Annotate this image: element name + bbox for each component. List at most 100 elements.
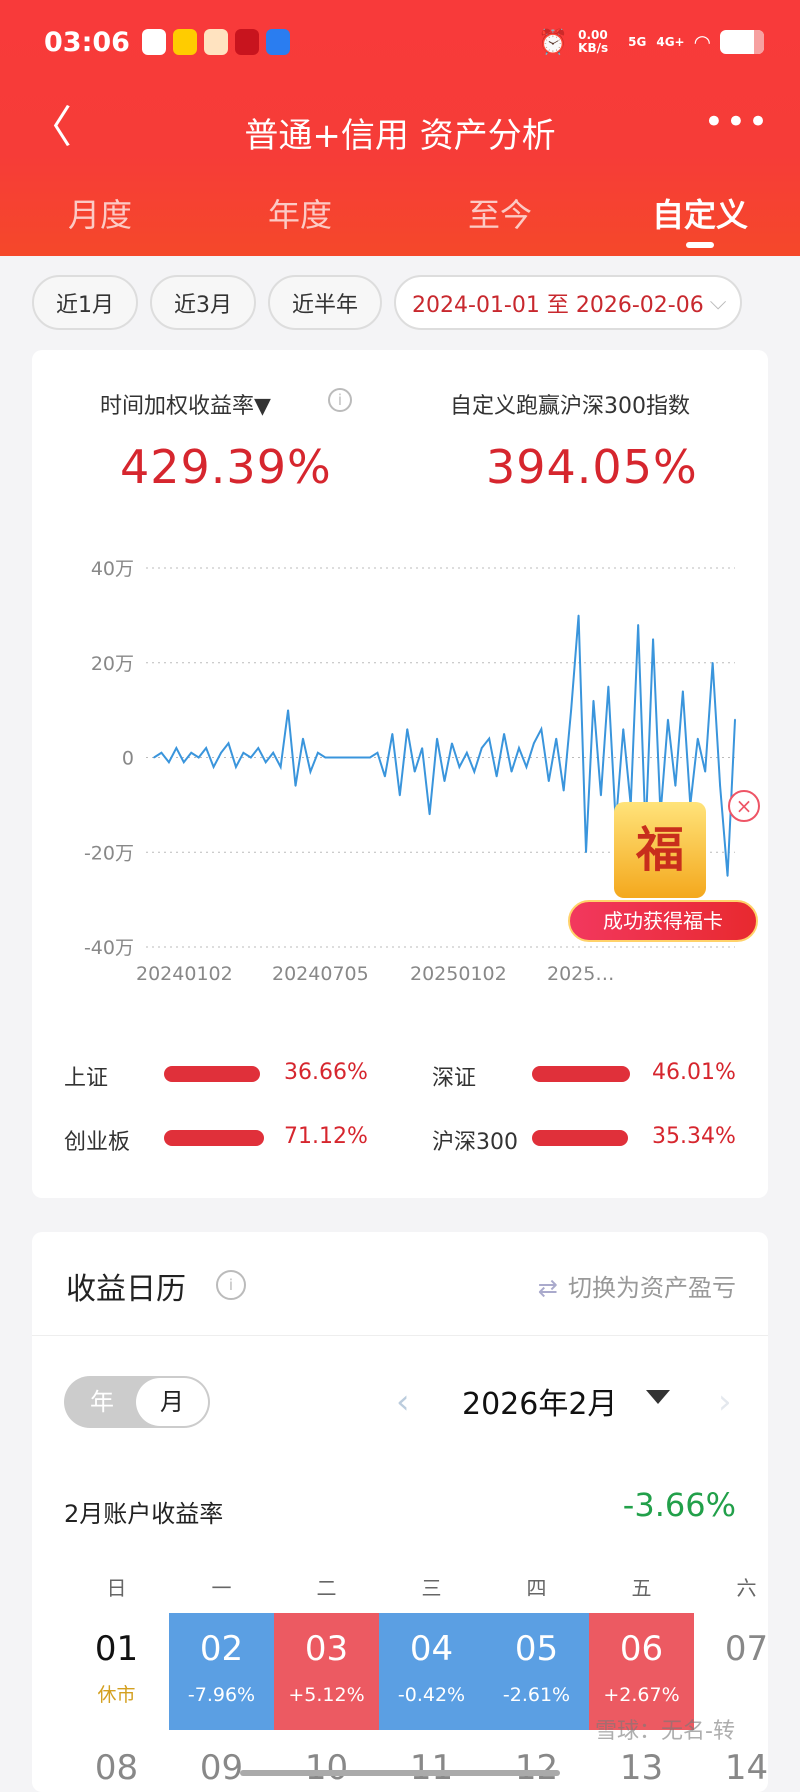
fortune-card-popup[interactable]: 福 成功获得福卡 (548, 798, 778, 948)
index-name: 上证 (64, 1066, 109, 1091)
x-tick-label: 20240102 (136, 963, 233, 985)
data-point (600, 794, 602, 797)
calendar-day[interactable]: 06 +2.67% (589, 1613, 694, 1730)
header-bar: 03:06 ⏰ 0.00 KB/s 5G 4G+ ◠ 〈 普通+信用 资产分析 … (0, 0, 800, 256)
calendar-day[interactable]: 09 (199, 1748, 244, 1788)
close-icon[interactable]: × (728, 790, 760, 822)
day-number: 01 (94, 1629, 139, 1669)
weekday-header: 二 (316, 1576, 337, 1600)
calendar-day[interactable]: 01 休市 (64, 1613, 169, 1730)
data-point (518, 747, 520, 749)
calendar-day[interactable]: 04 -0.42% (379, 1613, 484, 1730)
data-point (473, 770, 476, 773)
next-month-button[interactable]: › (718, 1382, 732, 1422)
year-month-toggle[interactable]: 年 月 (64, 1376, 210, 1428)
tab-to-date[interactable]: 至今 (467, 196, 532, 234)
data-point (667, 718, 669, 721)
date-range-picker[interactable]: 2024-01-01 至 2026-02-06 ⌵ (394, 275, 743, 330)
data-point (227, 742, 230, 745)
month-selector[interactable]: 2026年2月 (462, 1387, 618, 1422)
outperform-value: 394.05% (486, 440, 698, 494)
index-value: 35.34% (652, 1124, 736, 1149)
app-icon (265, 29, 290, 55)
back-button[interactable]: 〈 (28, 102, 72, 153)
data-point (369, 756, 371, 759)
tab-monthly[interactable]: 月度 (67, 196, 132, 234)
fortune-card-button[interactable]: 成功获得福卡 (568, 900, 758, 942)
data-point (212, 766, 215, 768)
index-bar (532, 1130, 628, 1146)
calendar-card: 收益日历 i ⇄ 切换为资产盈亏 年 月 ‹ 2026年2月 › 2月账户收益率 … (32, 1232, 768, 1792)
data-point (458, 766, 461, 768)
data-point (696, 737, 699, 740)
calendar-day[interactable]: 03 +5.12% (274, 1613, 379, 1730)
switch-label: 切换为资产盈亏 (568, 1274, 736, 1302)
calendar-day[interactable]: 02 -7.96% (169, 1613, 274, 1730)
calendar-day[interactable]: 11 (409, 1748, 454, 1788)
data-point (555, 737, 558, 740)
day-return: -2.61% (502, 1684, 571, 1706)
data-point (562, 789, 565, 792)
y-tick-label: -40万 (84, 937, 134, 959)
more-button[interactable]: ••• (703, 102, 770, 142)
toggle-month[interactable]: 月 (136, 1378, 208, 1426)
tab-custom[interactable]: 自定义 (600, 190, 800, 248)
tab-yearly[interactable]: 年度 (267, 196, 332, 234)
y-tick-label: -20万 (84, 842, 134, 864)
data-point (197, 756, 200, 759)
data-point (317, 751, 319, 754)
day-return: -7.96% (187, 1684, 256, 1706)
data-point (480, 747, 483, 749)
home-indicator[interactable] (240, 1770, 560, 1776)
calendar-day[interactable]: 13 (619, 1748, 664, 1788)
data-point (607, 685, 610, 688)
switch-to-pnl-button[interactable]: ⇄ 切换为资产盈亏 (538, 1268, 736, 1303)
date-range-text: 2024-01-01 至 2026-02-06 (412, 292, 704, 318)
weekday-header: 三 (421, 1576, 442, 1600)
data-point (547, 780, 550, 782)
data-point (406, 728, 409, 730)
data-point (272, 751, 274, 754)
data-point (235, 766, 237, 768)
weekday-header: 一 (211, 1576, 232, 1600)
alarm-icon: ⏰ (538, 28, 569, 56)
net-speed: 0.00 KB/s (578, 28, 609, 55)
data-point (257, 747, 260, 749)
data-point (264, 761, 267, 764)
day-number: 02 (199, 1629, 244, 1669)
data-point (510, 770, 513, 773)
calendar-day[interactable]: 12 (514, 1748, 559, 1788)
calendar-day[interactable]: 08 (94, 1748, 139, 1788)
data-point (339, 756, 342, 759)
calendar-day[interactable]: 14 (724, 1748, 769, 1788)
chip-1-month[interactable]: 近1月 (32, 275, 138, 330)
data-point (495, 775, 498, 778)
y-tick-label: 20万 (91, 653, 134, 675)
index-value: 71.12% (284, 1124, 368, 1149)
data-point (525, 766, 528, 768)
index-value: 46.01% (652, 1060, 736, 1085)
weekday-header: 五 (631, 1576, 652, 1600)
month-return-value: -3.66% (622, 1486, 736, 1524)
twr-selector[interactable]: 时间加权收益率▼ (100, 394, 271, 419)
data-point (153, 756, 155, 759)
data-point (242, 751, 245, 754)
fortune-card-icon: 福 (614, 802, 706, 898)
chip-3-months[interactable]: 近3月 (150, 275, 256, 330)
chip-half-year[interactable]: 近半年 (268, 275, 383, 330)
data-point (443, 780, 446, 782)
app-icon (234, 29, 259, 55)
divider (32, 1335, 768, 1336)
info-icon[interactable]: i (216, 1270, 246, 1300)
calendar-day[interactable]: 10 (304, 1748, 349, 1788)
toggle-year[interactable]: 年 (90, 1388, 114, 1416)
day-number: 06 (619, 1629, 664, 1669)
prev-month-button[interactable]: ‹ (396, 1382, 410, 1422)
data-point (205, 747, 207, 749)
info-icon[interactable]: i (328, 388, 352, 412)
calendar-day[interactable]: 05 -2.61% (484, 1613, 589, 1730)
caret-down-icon[interactable] (646, 1390, 670, 1404)
data-point (190, 751, 193, 754)
calendar-day[interactable]: 07 (694, 1613, 799, 1730)
return-analysis-card: 时间加权收益率▼ i 自定义跑赢沪深300指数 429.39% 394.05% … (32, 350, 768, 1198)
